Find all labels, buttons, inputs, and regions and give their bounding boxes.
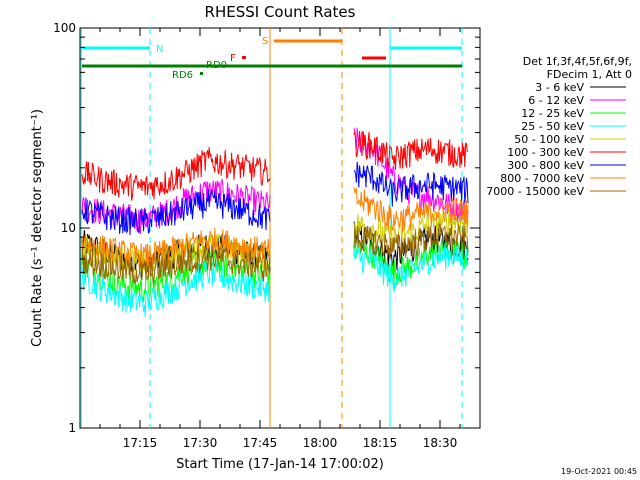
- series-line: [81, 188, 271, 236]
- legend-entry-label: 7000 - 15000 keV: [486, 185, 584, 198]
- x-axis-ticks: 17:15 17:30 17:45 18:00 18:15 18:30: [99, 28, 461, 450]
- legend-entry-label: 25 - 50 keV: [521, 120, 584, 133]
- footer-timestamp: 19-Oct-2021 00:45: [561, 467, 637, 476]
- y-axis-ticks: 1 10 100: [53, 21, 480, 435]
- annotation-s: S: [262, 36, 268, 47]
- y-axis-label: Count Rate (s⁻¹ detector segment⁻¹): [30, 109, 45, 347]
- legend-header-line-1: Det 1f,3f,4f,5f,6f,9f,: [523, 55, 632, 68]
- marker-lines: [80, 28, 463, 428]
- legend-entry-label: 6 - 12 keV: [528, 94, 584, 107]
- series-line: [81, 260, 271, 318]
- legend-entry-label: 50 - 100 keV: [514, 133, 584, 146]
- y-tick-label: 1: [68, 421, 76, 435]
- annotation-n: N: [156, 44, 163, 55]
- annotation-f: F: [230, 53, 236, 64]
- legend-entry-label: 800 - 7000 keV: [500, 172, 584, 185]
- x-axis-label: Start Time (17-Jan-14 17:00:02): [176, 457, 384, 472]
- series-line: [353, 161, 469, 207]
- series-line: [81, 147, 271, 201]
- x-tick-label: 17:45: [243, 436, 278, 450]
- y-tick-label: 100: [53, 21, 76, 35]
- legend-entry-label: 100 - 300 keV: [507, 146, 584, 159]
- series-line: [353, 223, 469, 259]
- legend-entry-label: 300 - 800 keV: [507, 159, 584, 172]
- x-tick-label: 17:30: [183, 436, 218, 450]
- rd6-mark: [200, 72, 203, 75]
- series-line: [81, 227, 271, 271]
- x-tick-label: 17:15: [123, 436, 158, 450]
- y-tick-label: 10: [61, 221, 76, 235]
- legend-header-line-2: FDecim 1, Att 0: [547, 68, 632, 81]
- annotation-rd6: RD6: [172, 70, 193, 81]
- flare-mark: [242, 56, 246, 59]
- x-tick-label: 18:15: [363, 436, 398, 450]
- legend-entry-label: 12 - 25 keV: [521, 107, 584, 120]
- x-tick-label: 18:30: [423, 436, 458, 450]
- series-line: [353, 130, 469, 170]
- x-tick-label: 18:00: [303, 436, 338, 450]
- legend: Det 1f,3f,4f,5f,6f,9f, FDecim 1, Att 0 3…: [486, 55, 632, 198]
- annotation-rd0: RD0: [206, 60, 227, 71]
- series-line: [353, 187, 469, 233]
- chart-title: RHESSI Count Rates: [205, 3, 356, 21]
- series-line: [81, 245, 271, 285]
- legend-entry-label: 3 - 6 keV: [535, 81, 584, 94]
- series-layer: [81, 127, 469, 318]
